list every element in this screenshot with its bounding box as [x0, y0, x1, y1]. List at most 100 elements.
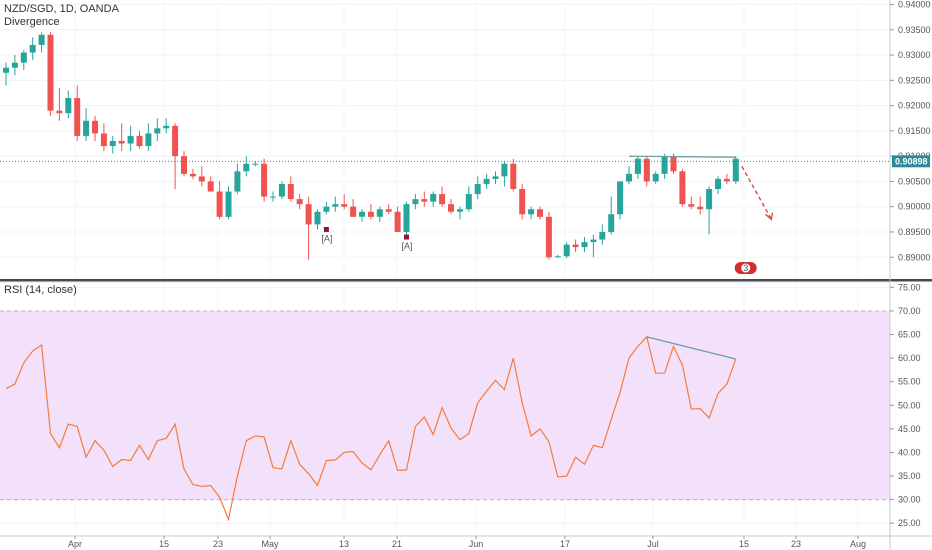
candle-body[interactable]: [537, 209, 543, 217]
rsi-tick-label: 35.00: [898, 471, 921, 481]
candle-body[interactable]: [332, 204, 339, 207]
rsi-tick-label: 40.00: [898, 447, 921, 457]
rsi-line[interactable]: [5, 335, 737, 522]
candle-body[interactable]: [439, 194, 446, 205]
candle-body[interactable]: [661, 156, 668, 174]
candle-body[interactable]: [608, 214, 615, 232]
candle-body[interactable]: [376, 209, 383, 217]
candle-body[interactable]: [421, 199, 428, 202]
candle-body[interactable]: [118, 141, 125, 144]
candle-body[interactable]: [732, 158, 739, 182]
candle-body[interactable]: [243, 163, 250, 172]
pane-separator[interactable]: [0, 279, 932, 282]
candlestick-series[interactable]: [3, 32, 739, 260]
candle-body[interactable]: [83, 120, 90, 136]
candle-body[interactable]: [688, 204, 695, 207]
candle-body[interactable]: [109, 141, 116, 147]
candle-body[interactable]: [47, 34, 54, 111]
candle-body[interactable]: [617, 181, 624, 215]
candle-body[interactable]: [3, 67, 9, 73]
candle-body[interactable]: [181, 156, 187, 174]
price-overlays: [A] [A] 3: [0, 155, 890, 274]
price-tick-label: 0.94000: [898, 0, 931, 10]
rsi-series[interactable]: [5, 335, 737, 522]
candle-body[interactable]: [359, 211, 365, 217]
candle-body[interactable]: [492, 176, 499, 179]
candle-body[interactable]: [225, 191, 232, 217]
candle-body[interactable]: [38, 34, 45, 45]
candle-body[interactable]: [394, 211, 401, 232]
candle-body[interactable]: [154, 128, 161, 134]
candle-body[interactable]: [287, 183, 294, 200]
candle-body[interactable]: [56, 110, 63, 114]
candle-body[interactable]: [652, 173, 659, 182]
candle-body[interactable]: [679, 171, 686, 205]
candle-body[interactable]: [74, 98, 81, 136]
candle-body[interactable]: [670, 156, 677, 172]
candle-body[interactable]: [634, 158, 641, 174]
candle-body[interactable]: [270, 196, 276, 198]
candle-body[interactable]: [590, 239, 597, 243]
candle-body[interactable]: [715, 178, 721, 190]
rsi-tick-label: 25.00: [898, 518, 921, 528]
candle-body[interactable]: [626, 173, 632, 182]
candle-body[interactable]: [403, 204, 410, 232]
candle-body[interactable]: [581, 242, 588, 248]
candle-body[interactable]: [412, 199, 419, 205]
price-tick-label: 0.90000: [898, 202, 931, 212]
candle-body[interactable]: [430, 194, 437, 202]
candle-body[interactable]: [11, 62, 18, 68]
candle-body[interactable]: [341, 204, 348, 207]
candle-body[interactable]: [367, 211, 374, 217]
candle-body[interactable]: [207, 181, 214, 192]
candle-body[interactable]: [216, 191, 223, 217]
candle-body[interactable]: [697, 206, 704, 210]
candle-body[interactable]: [20, 52, 27, 63]
candle-body[interactable]: [643, 158, 650, 182]
candle-body[interactable]: [350, 206, 357, 217]
candle-body[interactable]: [29, 44, 36, 53]
candle-body[interactable]: [599, 231, 606, 240]
signal-marker[interactable]: [323, 226, 329, 232]
candle-body[interactable]: [92, 120, 98, 134]
candle-body[interactable]: [448, 204, 454, 212]
study-name: Divergence: [4, 16, 60, 28]
rsi-band-fill: [0, 310, 890, 500]
candle-body[interactable]: [100, 133, 107, 147]
candle-body[interactable]: [136, 135, 143, 147]
candle-body[interactable]: [501, 163, 508, 177]
candle-body[interactable]: [572, 244, 579, 248]
candle-body[interactable]: [305, 204, 312, 225]
candle-body[interactable]: [519, 189, 526, 215]
candle-body[interactable]: [465, 194, 472, 210]
candle-body[interactable]: [706, 189, 713, 210]
candle-body[interactable]: [296, 199, 303, 205]
candle-body[interactable]: [145, 133, 152, 147]
candle-body[interactable]: [545, 216, 552, 258]
candle-body[interactable]: [385, 209, 392, 212]
rsi-tick-label: 45.00: [898, 424, 921, 434]
candle-body[interactable]: [252, 163, 259, 165]
candle-body[interactable]: [163, 125, 170, 129]
candle-body[interactable]: [528, 209, 535, 215]
candle-body[interactable]: [127, 135, 134, 144]
candle-body[interactable]: [323, 206, 330, 212]
candle-body[interactable]: [723, 178, 730, 182]
signal-marker[interactable]: [404, 234, 409, 240]
candle-body[interactable]: [198, 176, 205, 182]
candle-body[interactable]: [456, 209, 463, 212]
candle-body[interactable]: [189, 173, 196, 177]
candle-body[interactable]: [172, 125, 179, 157]
candle-body[interactable]: [483, 178, 490, 184]
candle-body[interactable]: [474, 183, 481, 195]
candle-body[interactable]: [65, 98, 72, 114]
candle-body[interactable]: [278, 183, 285, 197]
candle-body[interactable]: [314, 211, 321, 225]
candle-body[interactable]: [261, 163, 268, 197]
rsi-tick-label: 30.00: [898, 495, 921, 505]
candle-body[interactable]: [554, 256, 561, 258]
candle-body[interactable]: [234, 171, 241, 192]
candle-body[interactable]: [510, 163, 517, 190]
candle-body[interactable]: [563, 244, 570, 257]
